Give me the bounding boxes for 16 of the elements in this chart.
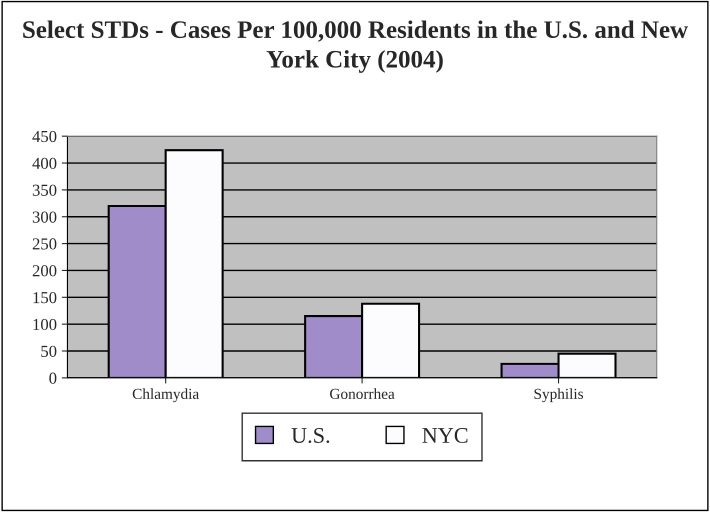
chart-title: Select STDs - Cases Per 100,000 Residents in the U.S. and New York City (2004) [23,20,688,73]
legend-label: NYC [422,428,468,443]
y-tick-label: 50 [41,346,56,357]
y-tick-label: 100 [34,318,56,330]
y-tick-label: 250 [32,238,56,250]
y-tick-label: 450 [32,130,56,142]
y-tick-label: 0 [49,372,56,384]
y-tick-label: 200 [32,265,56,276]
y-tick-label: 350 [32,184,56,196]
x-tick-label: Gonorrhea [330,388,395,400]
y-tick-label: 150 [34,292,56,304]
y-tick-label: 300 [32,211,56,223]
legend-label: U.S. [292,428,330,444]
y-tick-label: 400 [32,158,56,169]
x-tick-label: Chlamydia [132,388,199,402]
x-tick-label: Syphilis [534,388,584,402]
